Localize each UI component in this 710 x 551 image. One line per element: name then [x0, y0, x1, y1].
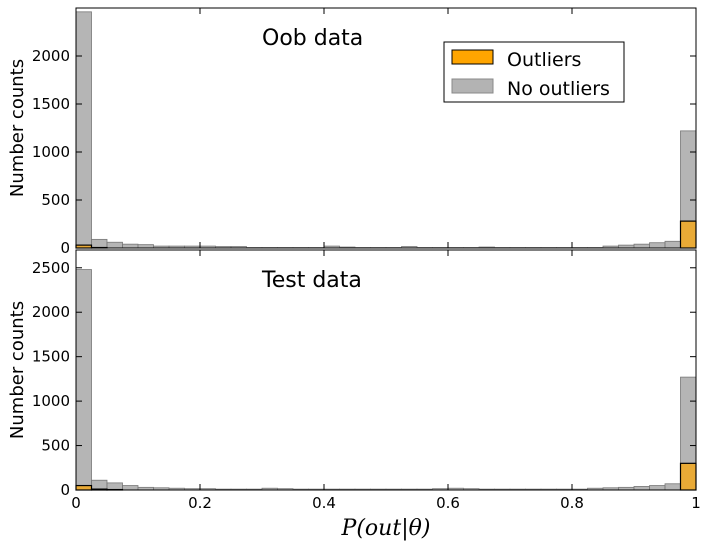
oob-bar-no-outliers	[649, 242, 666, 249]
x-tick-label: 0.4	[312, 494, 336, 512]
test-y-tick-label: 1500	[32, 348, 70, 366]
test-bar-no-outliers	[664, 483, 681, 491]
legend-swatch-outliers	[451, 49, 494, 65]
x-tick-label: 0.2	[188, 494, 212, 512]
x-axis-label: P(out|θ)	[341, 516, 431, 541]
test-y-tick-label: 2000	[32, 303, 70, 321]
oob-panel-title: Oob data	[262, 26, 363, 51]
oob-bar-outliers	[679, 220, 697, 249]
test-y-tick-label: 2500	[32, 259, 70, 277]
x-tick-label: 0.6	[436, 494, 460, 512]
oob-bar-no-outliers	[664, 240, 681, 249]
x-tick-label: 0	[71, 494, 81, 512]
test-bar-no-outliers	[649, 485, 666, 491]
legend-swatch-no-outliers	[451, 78, 494, 94]
test-y-axis-label: Number counts	[7, 301, 28, 439]
test-y-tick-label: 0	[60, 481, 70, 499]
test-bar-no-outliers	[122, 485, 139, 491]
test-plot-frame	[75, 249, 697, 491]
legend: Outliers No outliers	[443, 41, 625, 103]
oob-y-tick-label: 0	[60, 239, 70, 257]
test-y-ticks: 0 500 1000 1500 2000 2500	[32, 250, 697, 499]
oob-plot-frame	[75, 7, 697, 249]
x-ticks: 0 0.2 0.4 0.6 0.8 1	[71, 494, 701, 512]
oob-bar-no-outliers	[137, 244, 154, 249]
x-tick-label: 1	[691, 494, 701, 512]
oob-y-tick-label: 1500	[32, 95, 70, 113]
oob-bar-no-outliers	[91, 238, 108, 249]
test-bar-outliers	[679, 462, 697, 491]
test-panel-title: Test data	[261, 268, 362, 293]
oob-bar-no-outliers	[106, 241, 123, 249]
x-tick-label: 0.8	[560, 494, 584, 512]
test-bar-no-outliers	[633, 486, 650, 491]
test-bar-outliers	[75, 484, 93, 491]
test-data-panel: 0 500 1000 1500 2000 2500 0 0.2 0.4 0.6 0.8 1 Test…	[7, 249, 701, 541]
legend-label-outliers: Outliers	[507, 49, 581, 71]
oob-bar-no-outliers	[633, 243, 650, 249]
oob-bar-no-outliers	[122, 243, 139, 249]
test-bars	[75, 269, 697, 491]
oob-y-ticks: 0 500 1000 1500 2000	[32, 8, 697, 257]
test-y-tick-label: 500	[41, 437, 70, 455]
test-bar-no-outliers	[106, 482, 123, 491]
legend-label-no-outliers: No outliers	[507, 78, 610, 100]
oob-y-tick-label: 1000	[32, 143, 70, 161]
oob-y-axis-label: Number counts	[7, 59, 28, 197]
test-bar-no-outliers	[75, 269, 92, 491]
test-y-tick-label: 1000	[32, 392, 70, 410]
oob-y-tick-label: 500	[41, 191, 70, 209]
oob-y-tick-label: 2000	[32, 47, 70, 65]
oob-bar-no-outliers	[75, 11, 92, 249]
